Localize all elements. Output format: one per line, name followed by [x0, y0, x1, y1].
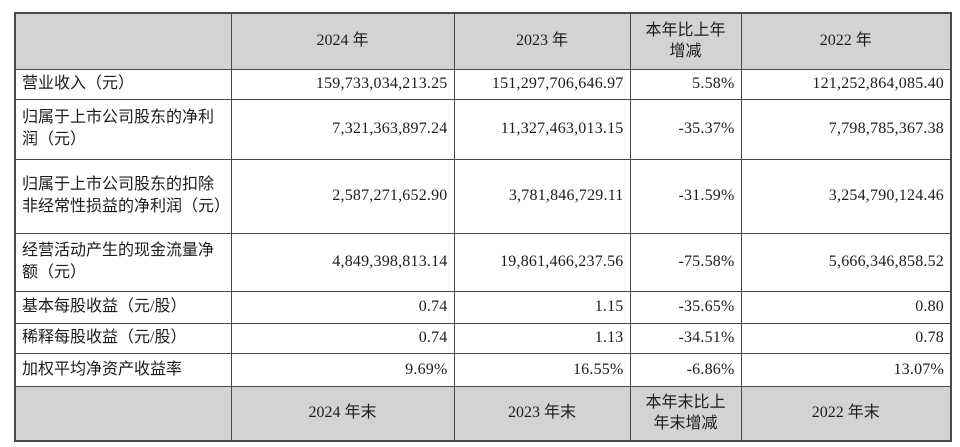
- table-row-weighted-avg-roe: 加权平均净资产收益率 9.69% 16.55% -6.86% 13.07%: [14, 352, 952, 387]
- row-label: 稀释每股收益（元/股）: [14, 322, 232, 354]
- table-header-row: 2024 年 2023 年 本年比上年 增减 2022 年: [14, 12, 952, 70]
- cell-change: 5.58%: [629, 68, 742, 100]
- cell-change: -35.65%: [629, 290, 742, 324]
- cell-2024: 0.74: [230, 290, 455, 324]
- row-label: 营业收入（元）: [14, 68, 232, 100]
- table-row-revenue: 营业收入（元） 159,733,034,213.25 151,297,706,6…: [14, 68, 952, 100]
- table-row-net-profit: 归属于上市公司股东的净利润（元） 7,321,363,897.24 11,327…: [14, 98, 952, 160]
- cell-2022: 121,252,864,085.40: [740, 68, 952, 100]
- header-year-2024: 2024 年: [230, 12, 455, 70]
- financial-summary-section: 2024 年 2023 年 本年比上年 增减 2022 年 营业收入（元） 15…: [14, 12, 952, 442]
- cell-2023: 3,781,846,729.11: [453, 158, 631, 234]
- footer-yoy-end-change: 本年末比上 年末增减: [629, 385, 742, 442]
- cell-2022: 3,254,790,124.46: [740, 158, 952, 234]
- table-footer-header-row: 2024 年末 2023 年末 本年末比上 年末增减 2022 年末: [14, 385, 952, 442]
- header-year-2023: 2023 年: [453, 12, 631, 70]
- cell-2022: 0.80: [740, 290, 952, 324]
- header-yoy-change: 本年比上年 增减: [629, 12, 742, 70]
- cell-change: -35.37%: [629, 98, 742, 160]
- cell-2024: 2,587,271,652.90: [230, 158, 455, 234]
- cell-2024: 9.69%: [230, 352, 455, 387]
- cell-2024: 7,321,363,897.24: [230, 98, 455, 160]
- cell-2024: 159,733,034,213.25: [230, 68, 455, 100]
- cell-2022: 7,798,785,367.38: [740, 98, 952, 160]
- row-label: 归属于上市公司股东的扣除非经常性损益的净利润（元）: [14, 158, 232, 234]
- row-label: 归属于上市公司股东的净利润（元）: [14, 98, 232, 160]
- cell-2023: 1.15: [453, 290, 631, 324]
- cell-2022: 5,666,346,858.52: [740, 232, 952, 292]
- header-year-2022: 2022 年: [740, 12, 952, 70]
- cell-change: -6.86%: [629, 352, 742, 387]
- cell-2023: 11,327,463,013.15: [453, 98, 631, 160]
- table-row-diluted-eps: 稀释每股收益（元/股） 0.74 1.13 -34.51% 0.78: [14, 322, 952, 354]
- cell-2022: 13.07%: [740, 352, 952, 387]
- cell-change: -34.51%: [629, 322, 742, 354]
- table-row-net-profit-excl-nonrecurring: 归属于上市公司股东的扣除非经常性损益的净利润（元） 2,587,271,652.…: [14, 158, 952, 234]
- row-label: 经营活动产生的现金流量净额（元）: [14, 232, 232, 292]
- footer-year-end-2022: 2022 年末: [740, 385, 952, 442]
- header-empty-cell: [14, 12, 232, 70]
- cell-change: -31.59%: [629, 158, 742, 234]
- table-row-operating-cash-flow: 经营活动产生的现金流量净额（元） 4,849,398,813.14 19,861…: [14, 232, 952, 292]
- row-label: 基本每股收益（元/股）: [14, 290, 232, 324]
- table-row-basic-eps: 基本每股收益（元/股） 0.74 1.15 -35.65% 0.80: [14, 290, 952, 324]
- cell-change: -75.58%: [629, 232, 742, 292]
- footer-year-end-2023: 2023 年末: [453, 385, 631, 442]
- financial-summary-table: 2024 年 2023 年 本年比上年 增减 2022 年 营业收入（元） 15…: [14, 12, 952, 442]
- cell-2024: 0.74: [230, 322, 455, 354]
- row-label: 加权平均净资产收益率: [14, 352, 232, 387]
- footer-year-end-2024: 2024 年末: [230, 385, 455, 442]
- cell-2023: 1.13: [453, 322, 631, 354]
- cell-2022: 0.78: [740, 322, 952, 354]
- cell-2023: 151,297,706,646.97: [453, 68, 631, 100]
- cell-2023: 16.55%: [453, 352, 631, 387]
- footer-empty-cell: [14, 385, 232, 442]
- cell-2023: 19,861,466,237.56: [453, 232, 631, 292]
- cell-2024: 4,849,398,813.14: [230, 232, 455, 292]
